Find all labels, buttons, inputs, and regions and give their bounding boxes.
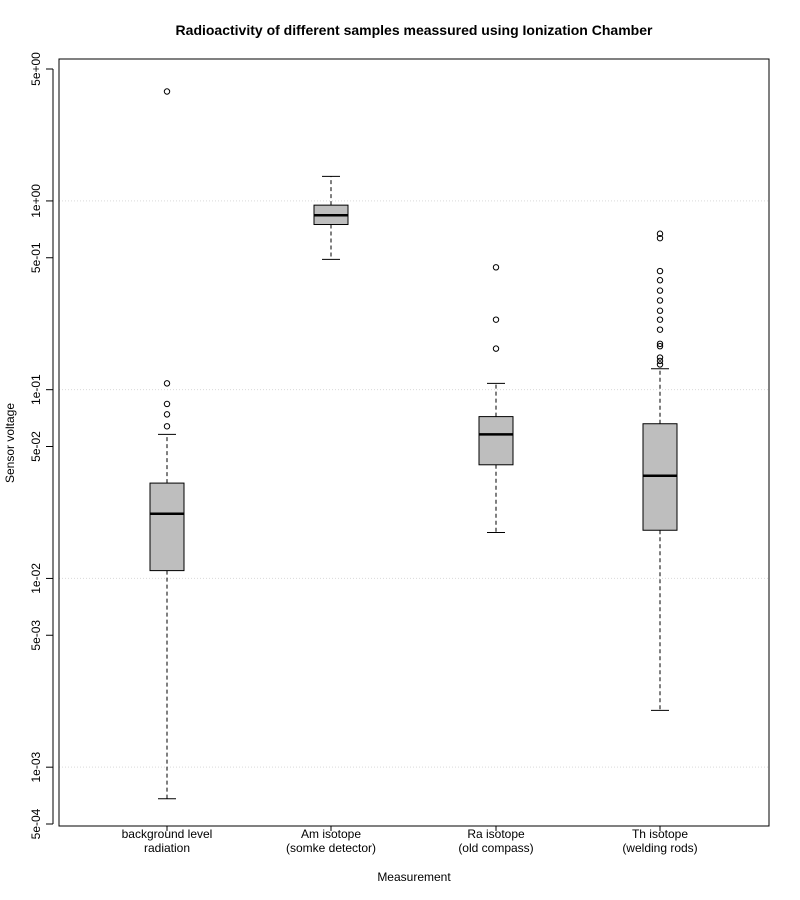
y-tick-label-2: 5e-01 [29,242,43,273]
category-label-1-line1: Am isotope [301,827,361,841]
category-label-3-line2: (welding rods) [622,841,697,855]
outlier-point [163,380,171,387]
outlier-point [163,88,171,95]
category-label-1-line2: (somke detector) [286,841,376,855]
box-iqr [478,416,514,466]
outlier-point [656,342,664,350]
y-axis-label: Sensor voltage [3,403,17,483]
y-tick-label-7: 1e-03 [29,752,43,783]
box-group-1 [313,175,349,260]
outlier-point [163,423,171,430]
outlier-point [656,326,664,333]
box-iqr [642,423,678,531]
x-axis-label: Measurement [377,870,451,884]
box-iqr [149,482,185,572]
box-group-3 [642,230,678,711]
outlier-point [656,297,664,304]
outlier-point [656,267,664,275]
outlier-point [492,345,500,352]
outlier-point [492,316,500,323]
y-tick-label-5: 1e-02 [29,563,43,594]
box-group-0 [149,88,185,800]
box-group-2 [478,264,514,534]
y-tick-label-4: 5e-02 [29,431,43,462]
y-axis: 5e+00 1e+00 5e-01 1e-01 5e-02 1e-02 5e-03 1e-03… [29,52,54,839]
outlier-point [163,400,171,408]
y-tick-label-6: 5e-03 [29,620,43,651]
outlier-point [656,287,664,294]
category-label-2-line1: Ra isotope [467,827,525,841]
outlier-point [656,316,664,323]
outlier-point [492,264,500,271]
outlier-point [163,411,171,418]
boxes [149,88,678,800]
outlier-point [656,340,664,348]
outlier-point [656,307,664,314]
category-label-2-line2: (old compass) [458,841,533,855]
outlier-point [656,361,664,368]
y-tick-label-0: 5e+00 [29,52,43,86]
y-tick-label-8: 5e-04 [29,808,43,839]
chart-title: Radioactivity of different samples meass… [176,22,653,38]
y-tick-label-1: 1e+00 [29,184,43,218]
category-label-0-line1: background level [122,827,213,841]
outlier-point [656,357,664,365]
category-label-0-line2: radiation [144,841,190,855]
outlier-point [656,230,664,237]
outlier-point [656,277,664,284]
plot-frame [58,58,770,827]
outlier-point [656,234,664,242]
category-label-3-line1: Th isotope [632,827,688,841]
outlier-point [656,354,664,361]
gridlines [59,200,769,768]
y-tick-label-3: 1e-01 [29,374,43,405]
